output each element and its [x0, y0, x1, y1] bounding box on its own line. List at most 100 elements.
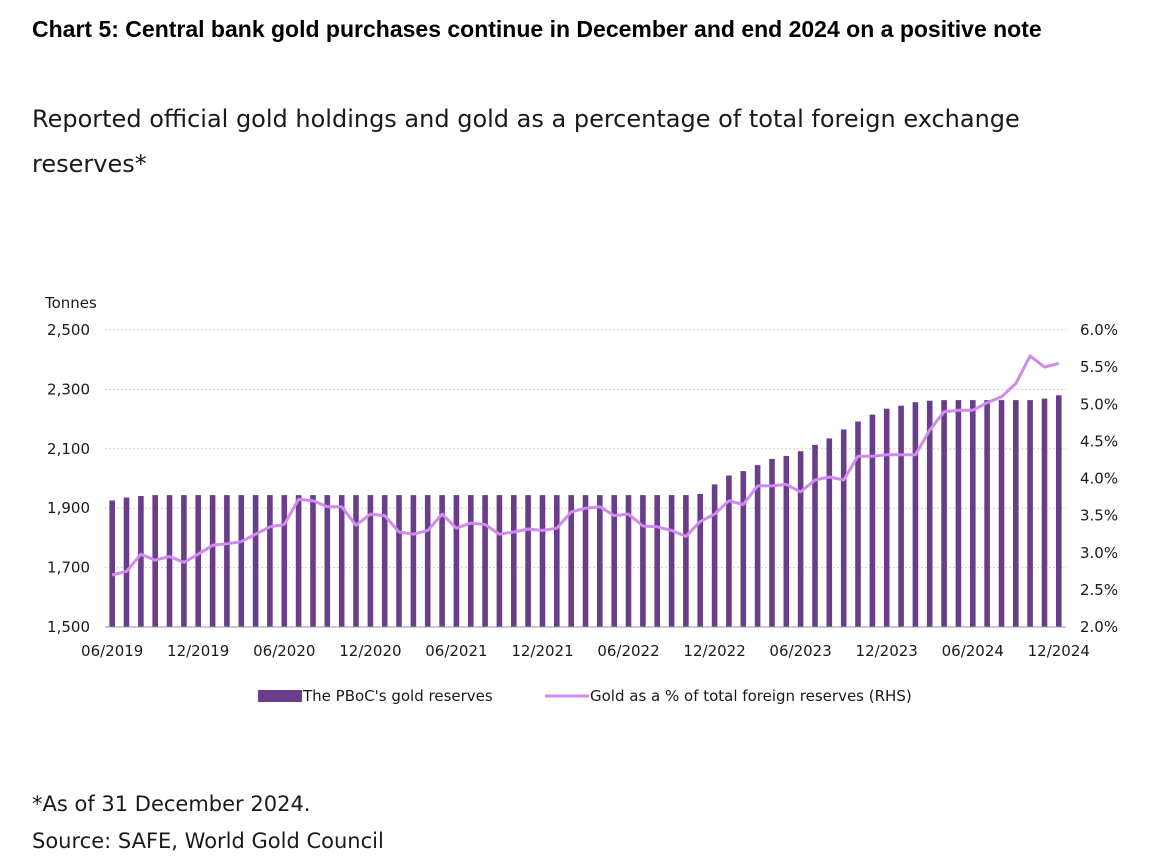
bar: [367, 495, 374, 627]
bar: [109, 500, 115, 627]
bar: [482, 495, 488, 627]
x-tick-label: 12/2020: [339, 642, 401, 660]
bar: [769, 458, 775, 627]
bar: [123, 497, 130, 627]
bar: [883, 408, 890, 627]
bar: [726, 475, 732, 627]
y2-axis-ticks: 6.0% 5.5% 5.0% 4.5% 4.0% 3.5% 3.0% 2.5% 2.0%: [1080, 321, 1118, 636]
bar: [984, 400, 990, 627]
bar: [238, 495, 245, 627]
bar: [640, 495, 646, 627]
bar: [998, 400, 1005, 627]
bar: [869, 414, 876, 627]
y-tick-label: 2,300: [47, 380, 90, 398]
bar: [381, 495, 388, 627]
bar: [496, 495, 503, 627]
x-tick-label: 12/2022: [683, 642, 745, 660]
bar-series: [109, 395, 1062, 627]
bar: [970, 400, 976, 627]
bar: [453, 495, 460, 627]
bar: [855, 421, 861, 627]
x-tick-label: 12/2019: [167, 642, 229, 660]
y-tick-label: 2,100: [47, 440, 90, 458]
bar: [410, 495, 417, 627]
chart: Tonnes 2,500 2,300 2,100 1,900 1,700 1,500 6.…: [44, 294, 1118, 705]
bar: [252, 495, 259, 627]
bar: [697, 493, 703, 627]
legend-label-line: Gold as a % of total foreign reserves (R…: [590, 687, 912, 705]
legend: The PBoC's gold reserves Gold as a % of …: [258, 687, 912, 705]
bar: [554, 495, 560, 627]
bar: [224, 495, 230, 627]
bar: [396, 495, 402, 627]
bar: [740, 471, 747, 627]
bar: [539, 495, 546, 627]
y2-tick-label: 4.0%: [1080, 470, 1118, 488]
bar: [926, 400, 933, 627]
bar: [654, 495, 660, 627]
x-tick-label: 06/2022: [597, 642, 659, 660]
y-tick-label: 1,900: [47, 499, 90, 517]
bar: [668, 495, 675, 627]
bar: [310, 495, 316, 627]
bar: [597, 495, 603, 627]
bar: [568, 495, 574, 627]
x-tick-label: 06/2023: [769, 642, 831, 660]
bar: [338, 495, 345, 627]
bar: [138, 496, 144, 627]
bar: [281, 495, 288, 627]
y2-tick-label: 5.5%: [1080, 358, 1118, 376]
bar: [826, 438, 833, 627]
bar: [1013, 400, 1019, 627]
y-axis-label: Tonnes: [44, 294, 97, 312]
x-tick-label: 06/2020: [253, 642, 315, 660]
chart-subtitle: Reported official gold holdings and gold…: [32, 105, 1020, 178]
y-tick-label: 1,700: [47, 559, 90, 577]
bar: [625, 495, 632, 627]
bar: [424, 495, 431, 627]
chart-title: Chart 5: Central bank gold purchases con…: [32, 16, 1042, 42]
bar: [912, 402, 919, 627]
bar: [840, 429, 847, 627]
x-tick-label: 06/2019: [81, 642, 143, 660]
y2-tick-label: 4.5%: [1080, 432, 1118, 450]
y2-tick-label: 2.0%: [1080, 618, 1118, 636]
bar: [468, 495, 474, 627]
bar: [439, 495, 445, 627]
x-tick-label: 06/2021: [425, 642, 487, 660]
x-tick-label: 12/2024: [1028, 642, 1090, 660]
x-tick-label: 06/2024: [942, 642, 1004, 660]
x-tick-label: 12/2023: [856, 642, 918, 660]
bar: [955, 400, 962, 627]
bar: [683, 495, 689, 627]
bar: [267, 495, 273, 627]
y2-tick-label: 3.5%: [1080, 507, 1118, 525]
bar: [941, 400, 947, 627]
bar: [783, 455, 790, 627]
bar: [611, 495, 617, 627]
y-axis-ticks: 2,500 2,300 2,100 1,900 1,700 1,500: [47, 321, 90, 636]
bar: [1041, 398, 1048, 627]
bar: [582, 495, 589, 627]
x-axis-ticks: 06/2019 12/2019 06/2020 12/2020 06/2021 12/20…: [81, 642, 1090, 660]
bar: [295, 495, 302, 627]
bar: [209, 495, 216, 627]
bar: [754, 465, 761, 627]
bar: [511, 495, 517, 627]
bar: [1027, 400, 1033, 627]
bar: [797, 451, 804, 627]
y2-tick-label: 2.5%: [1080, 581, 1118, 599]
bar: [812, 444, 818, 627]
bar: [711, 484, 718, 627]
y-tick-label: 1,500: [47, 618, 90, 636]
bar: [353, 495, 359, 627]
legend-label-bars: The PBoC's gold reserves: [302, 687, 493, 705]
footnote-block: *As of 31 December 2024. Source: SAFE, W…: [32, 786, 384, 860]
bar: [898, 405, 904, 627]
footnote: *As of 31 December 2024.: [32, 792, 311, 816]
legend-swatch-bars: [258, 690, 302, 702]
y-tick-label: 2,500: [47, 321, 90, 339]
line-series: [111, 354, 1060, 577]
bar: [1056, 395, 1062, 627]
y2-tick-label: 3.0%: [1080, 544, 1118, 562]
